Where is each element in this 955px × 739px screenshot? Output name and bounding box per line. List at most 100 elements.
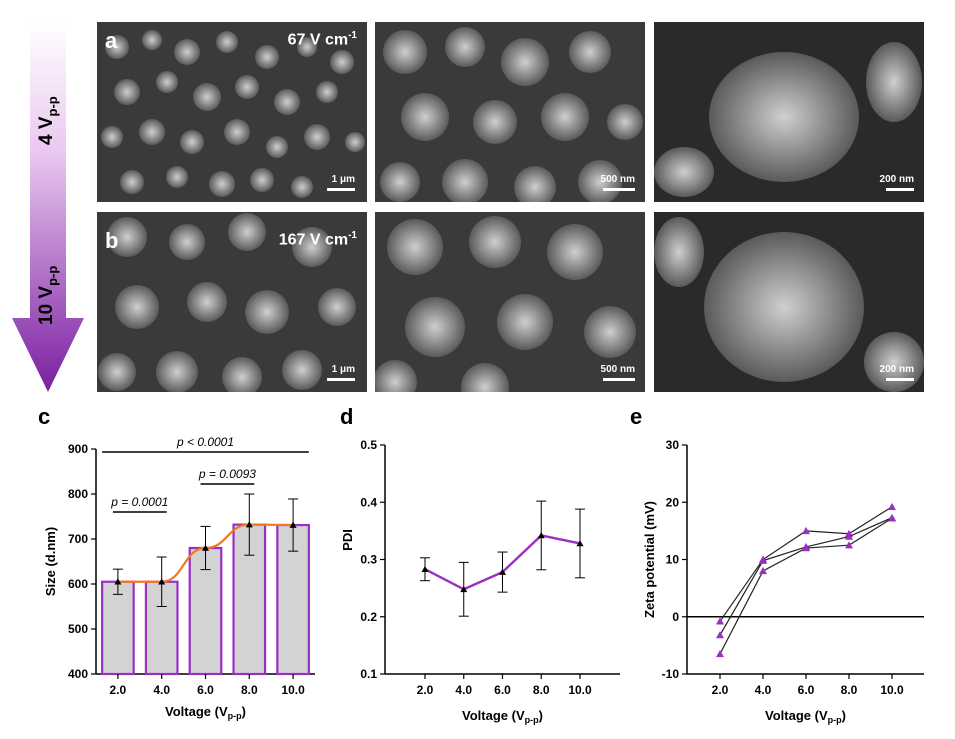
y-tick-label: 900: [68, 442, 88, 456]
x-axis-title-sub: p-p: [828, 715, 842, 725]
field-text-a: 67 V cm: [287, 31, 349, 49]
sem-image-b1: b 167 V cm-1 1 μm: [97, 212, 367, 392]
panel-letter-d: d: [340, 404, 354, 429]
x-tick-label: 10.0: [281, 683, 305, 697]
arrow-top-text: 4 V: [36, 116, 57, 145]
significance-label: p < 0.0001: [176, 435, 234, 449]
pdi-line-chart: 0.1 0.2 0.3 0.4 0.5 2.0 4.0 6.0 8.0 10.0 PDI Voltag…: [340, 438, 620, 725]
x-axis-title-close: ): [842, 708, 846, 723]
x-axis-title: Voltage (Vp-p): [165, 704, 246, 721]
x-tick-label: 10.0: [880, 683, 904, 697]
x-axis-title-close: ): [539, 708, 543, 723]
scale-bar-a1: [327, 188, 355, 191]
data-point: [245, 521, 253, 528]
scale-bar-a3: [886, 188, 914, 191]
sem-image-b2: 500 nm: [375, 212, 645, 392]
panel-letter-c: c: [38, 404, 51, 429]
sem-image-a2: 500 nm: [375, 22, 645, 202]
field-label-b: 167 V cm-1: [279, 230, 357, 249]
data-point: [114, 578, 122, 585]
y-tick-label: 0: [672, 610, 679, 624]
scale-label-b1: 1 μm: [331, 364, 355, 375]
y-tick-label: 800: [68, 487, 88, 501]
x-tick-label: 2.0: [712, 683, 729, 697]
size-bar-chart: 400 500 600 700 800 900 2.0 4.0 6.0 8.0 10.0 p = 0.…: [43, 435, 315, 721]
sem-texture: [101, 30, 365, 198]
data-point: [759, 566, 767, 575]
data-point: [845, 541, 853, 549]
x-tick-label: 6.0: [197, 683, 214, 697]
x-tick-label: 10.0: [568, 683, 592, 697]
field-sup-b: -1: [348, 230, 357, 241]
scale-bar-a2: [603, 188, 635, 191]
field-sup-a: -1: [348, 30, 357, 41]
x-tick-label: 4.0: [455, 683, 472, 697]
data-point: [759, 556, 767, 564]
data-point: [888, 514, 896, 522]
sem-texture: [98, 213, 356, 392]
panel-letter-e: e: [630, 404, 643, 429]
data-point: [716, 631, 724, 639]
data-point: [289, 521, 297, 528]
significance-label: p = 0.0093: [198, 467, 256, 481]
sem-texture: [654, 42, 922, 197]
y-tick-label: 20: [666, 495, 680, 509]
arrow-shape: [12, 22, 84, 392]
y-axis-title: PDI: [340, 529, 355, 551]
y-axis-title: Zeta potential (mV): [642, 501, 657, 618]
data-point: [158, 578, 166, 585]
sem-texture: [654, 217, 924, 392]
data-point: [460, 585, 468, 593]
data-point: [421, 565, 429, 573]
sem-texture: [380, 27, 643, 202]
x-tick-label: 4.0: [153, 683, 170, 697]
y-tick-label: -10: [662, 667, 680, 681]
y-tick-label: 700: [68, 532, 88, 546]
scale-label-a1: 1 μm: [331, 174, 355, 185]
sem-image-b3: 200 nm: [654, 212, 924, 392]
sem-image-a1: a 67 V cm-1 1 μm: [97, 22, 367, 202]
y-axis-title: Size (d.nm): [43, 527, 58, 596]
data-point: [716, 617, 724, 625]
arrow-top-sub: p-p: [44, 96, 60, 117]
data-point: [716, 649, 724, 658]
data-point: [537, 531, 545, 539]
data-point: [802, 526, 810, 535]
y-tick-label: 0.4: [360, 495, 377, 509]
x-tick-label: 6.0: [494, 683, 511, 697]
y-tick-label: 0.1: [360, 667, 377, 681]
x-axis-title-close: ): [242, 704, 246, 719]
y-tick-label: 400: [68, 667, 88, 681]
x-tick-label: 2.0: [110, 683, 127, 697]
x-axis-title-sub: p-p: [228, 711, 242, 721]
data-point: [845, 532, 853, 540]
scale-label-a2: 500 nm: [600, 174, 635, 185]
x-axis-title-main: Voltage (V: [462, 708, 525, 723]
data-point: [802, 544, 810, 552]
panel-letter-b: b: [105, 228, 119, 253]
zeta-potential-chart: -10 0 10 20 30 2.0 4.0 6.0 8.0 10.0 Zeta potential…: [642, 438, 924, 725]
y-tick-label: 0.5: [360, 438, 377, 452]
field-label-a: 67 V cm-1: [288, 30, 357, 49]
data-point: [202, 544, 209, 551]
sem-image-a3: 200 nm: [654, 22, 924, 202]
x-axis-title: Voltage (Vp-p): [765, 708, 846, 725]
bar: [101, 580, 135, 676]
scale-label-b3: 200 nm: [879, 364, 914, 375]
significance-label: p = 0.0001: [110, 495, 168, 509]
panel-letter-a: a: [105, 28, 118, 53]
scale-bar-b2: [603, 378, 635, 381]
x-tick-label: 4.0: [755, 683, 772, 697]
y-tick-label: 600: [68, 577, 88, 591]
x-tick-label: 8.0: [841, 683, 858, 697]
arrow-bottom-sub: p-p: [44, 265, 60, 286]
y-tick-label: 0.2: [360, 610, 377, 624]
x-axis-title-main: Voltage (V: [765, 708, 828, 723]
zeta-series-line: [719, 517, 893, 655]
x-tick-label: 2.0: [417, 683, 434, 697]
x-tick-label: 8.0: [533, 683, 550, 697]
y-tick-label: 0.3: [360, 553, 377, 567]
scale-bar-b1: [327, 378, 355, 381]
scale-label-a3: 200 nm: [879, 174, 914, 185]
x-axis-title-main: Voltage (V: [165, 704, 228, 719]
